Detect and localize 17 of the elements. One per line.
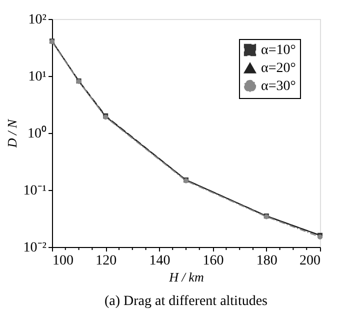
y-tick-label: 10⁰ <box>28 126 46 142</box>
x-tick-label: 100 <box>52 254 74 268</box>
legend-label: α=20° <box>261 61 296 76</box>
x-tick-label: 180 <box>256 254 278 268</box>
y-axis-title: D / N <box>4 118 20 149</box>
legend-label: α=30° <box>261 79 296 94</box>
x-axis-title: H / km <box>168 270 204 284</box>
y-tick-label: 10⁻² <box>23 240 46 256</box>
x-tick-label: 160 <box>202 254 224 268</box>
x-tick-label: 120 <box>96 254 117 268</box>
x-tick-label: 140 <box>149 254 170 268</box>
y-tick-label: 10¹ <box>28 70 46 84</box>
y-tick-label: 10⁻¹ <box>23 184 46 198</box>
text: (a) Drag at different altitudes <box>104 294 268 309</box>
y-tick-label: 10² <box>28 12 46 28</box>
legend-label: α=10° <box>261 43 296 58</box>
x-tick-label: 200 <box>300 254 320 268</box>
